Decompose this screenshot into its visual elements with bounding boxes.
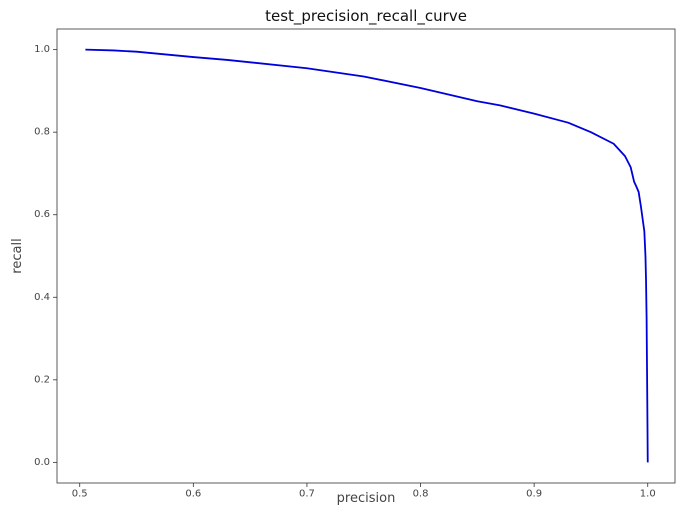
y-tick-label: 0.0 bbox=[34, 457, 50, 468]
x-tick-label: 0.7 bbox=[299, 488, 315, 499]
x-axis-label: precision bbox=[337, 491, 396, 506]
y-tick-label: 0.2 bbox=[34, 374, 50, 385]
precision-recall-line bbox=[85, 48, 649, 463]
series-layer bbox=[85, 48, 649, 463]
y-tick-label: 0.8 bbox=[34, 127, 50, 138]
x-tick-label: 0.9 bbox=[526, 488, 542, 499]
x-tick-label: 0.8 bbox=[413, 488, 429, 499]
chart-title: test_precision_recall_curve bbox=[265, 7, 467, 26]
y-tick-label: 0.6 bbox=[34, 209, 50, 220]
x-axis-ticks: 0.5 0.6 0.7 0.8 0.9 1.0 bbox=[72, 483, 656, 499]
x-tick-label: 0.6 bbox=[185, 488, 201, 499]
y-axis-ticks: 0.0 0.2 0.4 0.6 0.8 1.0 bbox=[34, 44, 57, 468]
x-tick-label: 1.0 bbox=[640, 488, 656, 499]
plot-area bbox=[56, 28, 676, 484]
y-axis-label: recall bbox=[10, 238, 25, 273]
y-tick-label: 0.4 bbox=[34, 292, 50, 303]
y-tick-label: 1.0 bbox=[34, 44, 50, 55]
x-tick-label: 0.5 bbox=[72, 488, 88, 499]
